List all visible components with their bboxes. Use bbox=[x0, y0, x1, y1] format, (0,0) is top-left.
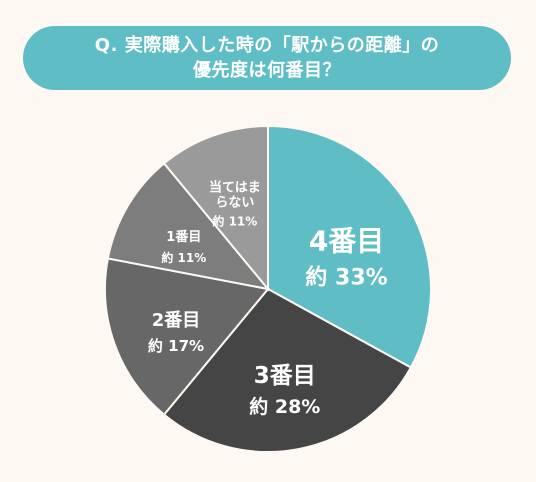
slice-label-2: 3番目 bbox=[254, 363, 316, 389]
question-line-2: 優先度は何番目？ bbox=[193, 60, 341, 81]
slice-label-5: 当てはま bbox=[209, 179, 261, 195]
pie-slice-2 bbox=[162, 287, 413, 453]
pie-slice-1 bbox=[267, 124, 432, 369]
pie-slice-4 bbox=[106, 161, 271, 291]
slice-label-4: 1番目 bbox=[166, 229, 201, 245]
slice-label-1: 4番目 bbox=[309, 225, 384, 258]
pie-slice-5 bbox=[162, 124, 269, 292]
pie-slice-3 bbox=[104, 257, 270, 417]
slice-value-5: 約 11% bbox=[212, 213, 257, 228]
slice-label-3: 2番目 bbox=[152, 310, 201, 331]
question-banner: Q. 実際購入した時の「駅からの距離」の 優先度は何番目？ bbox=[23, 26, 511, 90]
slice-value-2: 約 28% bbox=[249, 395, 320, 418]
slice-value-1: 約 33% bbox=[305, 265, 387, 291]
slice-value-3: 約 17% bbox=[148, 337, 204, 355]
slice-value-4: 約 11% bbox=[161, 250, 206, 265]
question-line-1: Q. 実際購入した時の「駅からの距離」の bbox=[94, 35, 440, 56]
slice-label-5: らない bbox=[215, 195, 254, 210]
